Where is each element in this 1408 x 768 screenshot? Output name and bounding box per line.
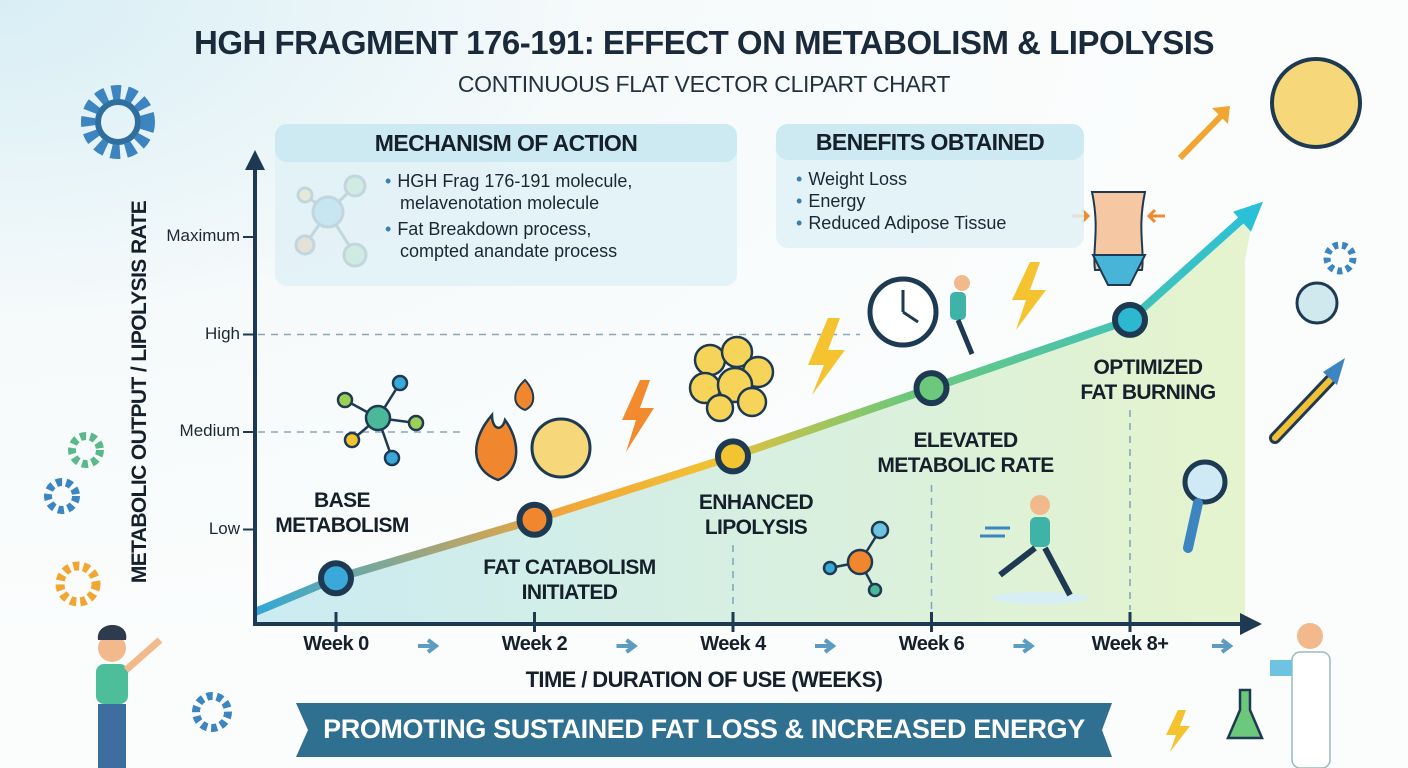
benefits-panel: BENEFITS OBTAINED • Weight Loss • Energy •… (776, 124, 1084, 248)
x-tick-label: Week 6 (898, 633, 965, 655)
molecule-icon (336, 374, 425, 467)
area-fill (255, 207, 1255, 622)
chart-subtitle: CONTINUOUS FLAT VECTOR CLIPART CHART (457, 71, 951, 97)
mechanism-panel: MECHANISM OF ACTION • HGH Frag 176-191 mo… (275, 124, 737, 286)
mechanism-bullet: • HGH Frag 176-191 molecule, melavenotati… (385, 171, 633, 213)
mechanism-bullet: • Fat Breakdown process, compted anandate… (385, 219, 618, 261)
lightning-icon (808, 318, 845, 395)
magnifier-icon (1182, 459, 1228, 553)
data-point (913, 370, 950, 407)
stage-label: FAT CATABOLISM INITIATED (470, 555, 670, 605)
benefit-text: Weight Loss (808, 169, 908, 189)
bullet-line: compted anandate process (400, 241, 618, 261)
x-axis-arrow-icon (1240, 613, 1262, 635)
fat-cell-icon (1295, 281, 1339, 325)
bullet-line: HGH Frag 176-191 molecule, (397, 171, 633, 191)
waist-icon (1072, 191, 1165, 286)
flame-icon (475, 411, 518, 482)
y-tick-label: Low (208, 518, 240, 538)
doctor-icon (1270, 623, 1331, 768)
data-point (516, 501, 553, 538)
y-tick-label: High (205, 323, 240, 343)
fat-cluster-icon (688, 335, 775, 423)
stage-label: ELEVATED METABOLIC RATE (866, 428, 1066, 478)
x-tick-label: Week 4 (700, 633, 766, 655)
arrow-right-icon (616, 638, 638, 654)
gear-icon (1323, 241, 1357, 275)
data-point (715, 438, 751, 475)
gear-icon (81, 85, 155, 159)
runner-icon (980, 495, 1088, 604)
benefit-item: • Reduced Adipose Tissue (796, 213, 1007, 233)
banner-text: PROMOTING SUSTAINED FAT LOSS & INCREASED… (323, 714, 1085, 744)
arrow-right-icon (1212, 638, 1234, 654)
stage-label: BASE METABOLISM (242, 488, 442, 538)
data-point (318, 560, 354, 597)
arrow-right-icon (418, 638, 440, 654)
stage-label-line: OPTIMIZED (1093, 355, 1204, 379)
benefit-text: Energy (808, 191, 866, 211)
stage-label-line: FAT CATABOLISM (483, 555, 656, 579)
mechanism-heading: MECHANISM OF ACTION (275, 124, 737, 162)
arrow-right-icon (1013, 638, 1035, 654)
trend-arrow-icon (1177, 106, 1230, 161)
lightning-icon (622, 380, 654, 452)
benefit-text: Reduced Adipose Tissue (808, 213, 1007, 233)
data-point (1112, 301, 1148, 338)
banner-ribbon (296, 703, 1112, 757)
y-tick-label: Medium (179, 421, 240, 440)
chart-title: HGH FRAGMENT 176-191: EFFECT ON METABOLI… (194, 24, 1214, 61)
stage-label-line: ENHANCED (698, 491, 814, 515)
gear-icon (55, 561, 101, 607)
stage-label: OPTIMIZED FAT BURNING (1048, 355, 1248, 405)
y-axis-arrow-icon (245, 150, 265, 170)
flask-icon (1226, 688, 1264, 740)
gear-icon (44, 478, 80, 514)
lightning-icon (1166, 710, 1190, 752)
benefit-item: • Energy (796, 191, 866, 211)
gear-icon (68, 432, 104, 468)
benefits-heading: BENEFITS OBTAINED (776, 124, 1084, 160)
person-pointing-icon (96, 625, 163, 768)
bullet-line: Fat Breakdown process, (397, 219, 592, 239)
molecule-icon (822, 520, 890, 598)
stage-label-line: METABOLIC RATE (877, 454, 1054, 478)
gear-icon (192, 692, 232, 732)
x-tick-label: Week 2 (501, 633, 568, 655)
stopwatch-runner-icon (867, 275, 975, 355)
stage-label-line: BASE (314, 489, 371, 513)
stage-label-line: INITIATED (521, 580, 618, 604)
benefit-item: • Weight Loss (796, 169, 908, 189)
fat-cell-icon (1270, 57, 1362, 149)
line-arrowhead-icon (1233, 201, 1263, 232)
stage-label-line: METABOLISM (275, 514, 409, 538)
lightning-icon (1012, 262, 1046, 330)
benefits-list: • Weight Loss • Energy • Reduced Adipose Ti… (796, 168, 1006, 234)
x-tick-label: Week 8+ (1091, 633, 1169, 655)
fat-cell-icon (530, 417, 592, 479)
stage-label: ENHANCED LIPOLYSIS (656, 490, 856, 540)
stage-label-line: LIPOLYSIS (704, 516, 808, 540)
x-axis-label: TIME / DURATION OF USE (WEEKS) (525, 667, 883, 692)
flame-icon (514, 378, 535, 412)
stage-label-line: ELEVATED (913, 429, 1018, 453)
x-tick-label: Week 0 (303, 633, 369, 655)
y-tick-label: Maximum (166, 226, 240, 245)
syringe-icon (1269, 358, 1345, 444)
arrow-right-icon (815, 638, 837, 654)
bullet-line: melavenotation molecule (400, 193, 600, 213)
stage-label-line: FAT BURNING (1080, 380, 1216, 404)
